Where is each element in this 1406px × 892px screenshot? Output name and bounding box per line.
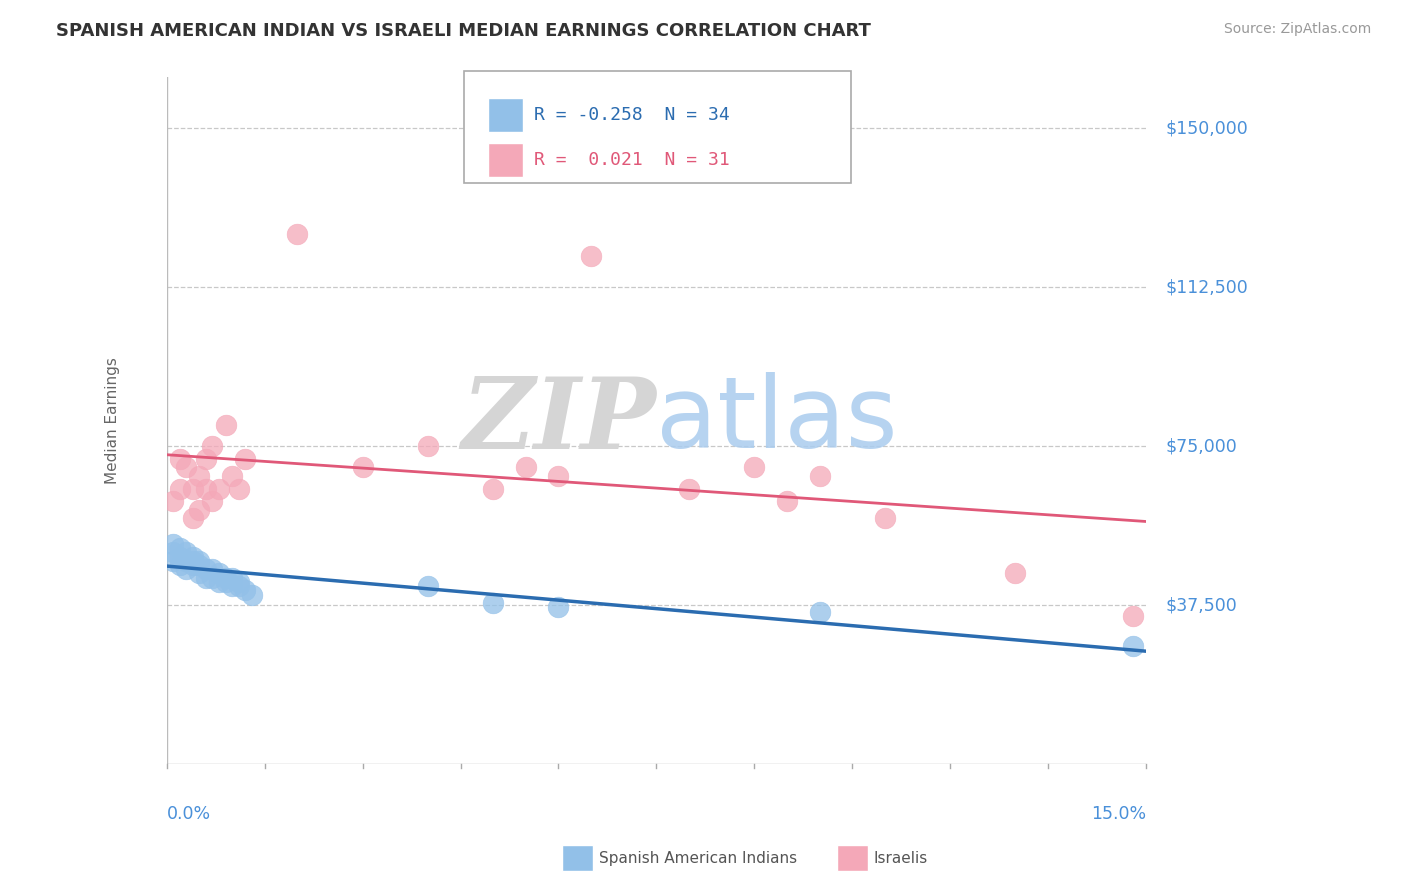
Point xyxy=(188,469,211,483)
Text: 0.0%: 0.0% xyxy=(167,805,211,823)
Point xyxy=(194,562,217,576)
Point xyxy=(181,549,204,564)
Point xyxy=(1004,566,1026,581)
Text: Spanish American Indians: Spanish American Indians xyxy=(599,851,797,865)
Point xyxy=(1122,608,1144,623)
Point xyxy=(194,482,217,496)
Point xyxy=(194,571,217,585)
Point xyxy=(181,558,204,572)
Point xyxy=(240,588,263,602)
Point xyxy=(169,549,191,564)
Point xyxy=(515,460,537,475)
Point xyxy=(285,227,308,242)
Point xyxy=(214,574,236,589)
Point xyxy=(208,482,231,496)
Text: 15.0%: 15.0% xyxy=(1091,805,1146,823)
Point xyxy=(228,482,250,496)
Point xyxy=(1122,639,1144,653)
Point xyxy=(678,482,700,496)
Point xyxy=(482,596,505,610)
Point xyxy=(169,541,191,555)
Point xyxy=(221,571,243,585)
Point xyxy=(214,418,236,433)
Point xyxy=(162,554,184,568)
Point xyxy=(188,503,211,517)
Point xyxy=(482,482,505,496)
Point xyxy=(228,574,250,589)
Text: Median Earnings: Median Earnings xyxy=(105,358,121,484)
Text: R =  0.021  N = 31: R = 0.021 N = 31 xyxy=(534,151,730,169)
Point xyxy=(162,494,184,508)
Point xyxy=(194,452,217,467)
Point xyxy=(188,566,211,581)
Point xyxy=(233,452,256,467)
Text: $75,000: $75,000 xyxy=(1166,437,1237,455)
Point xyxy=(169,482,191,496)
Point xyxy=(169,558,191,572)
Point xyxy=(201,562,224,576)
Point xyxy=(201,571,224,585)
Text: SPANISH AMERICAN INDIAN VS ISRAELI MEDIAN EARNINGS CORRELATION CHART: SPANISH AMERICAN INDIAN VS ISRAELI MEDIA… xyxy=(56,22,872,40)
Point xyxy=(176,545,198,559)
Point xyxy=(579,248,602,262)
Text: Israelis: Israelis xyxy=(873,851,928,865)
Point xyxy=(221,469,243,483)
Point xyxy=(208,574,231,589)
Point xyxy=(547,469,569,483)
Point xyxy=(808,605,831,619)
Point xyxy=(201,494,224,508)
Text: ZIP: ZIP xyxy=(461,373,657,469)
Point xyxy=(208,566,231,581)
Point xyxy=(181,554,204,568)
Text: $37,500: $37,500 xyxy=(1166,596,1237,615)
Point xyxy=(176,562,198,576)
Point xyxy=(776,494,799,508)
Point xyxy=(176,460,198,475)
Text: $112,500: $112,500 xyxy=(1166,278,1249,296)
Point xyxy=(188,554,211,568)
Point xyxy=(416,579,439,593)
Point xyxy=(176,554,198,568)
Point xyxy=(352,460,374,475)
Point xyxy=(221,579,243,593)
Point xyxy=(201,439,224,453)
Point xyxy=(214,571,236,585)
Text: R = -0.258  N = 34: R = -0.258 N = 34 xyxy=(534,106,730,124)
Point xyxy=(181,482,204,496)
Point xyxy=(416,439,439,453)
Text: Source: ZipAtlas.com: Source: ZipAtlas.com xyxy=(1223,22,1371,37)
Point xyxy=(233,583,256,598)
Point xyxy=(742,460,765,475)
Point xyxy=(169,452,191,467)
Point xyxy=(188,558,211,572)
Point xyxy=(228,579,250,593)
Point xyxy=(808,469,831,483)
Text: $150,000: $150,000 xyxy=(1166,120,1249,137)
Text: atlas: atlas xyxy=(657,372,898,469)
Point xyxy=(162,537,184,551)
Point xyxy=(181,511,204,525)
Point xyxy=(547,600,569,615)
Point xyxy=(873,511,896,525)
Point xyxy=(162,545,184,559)
